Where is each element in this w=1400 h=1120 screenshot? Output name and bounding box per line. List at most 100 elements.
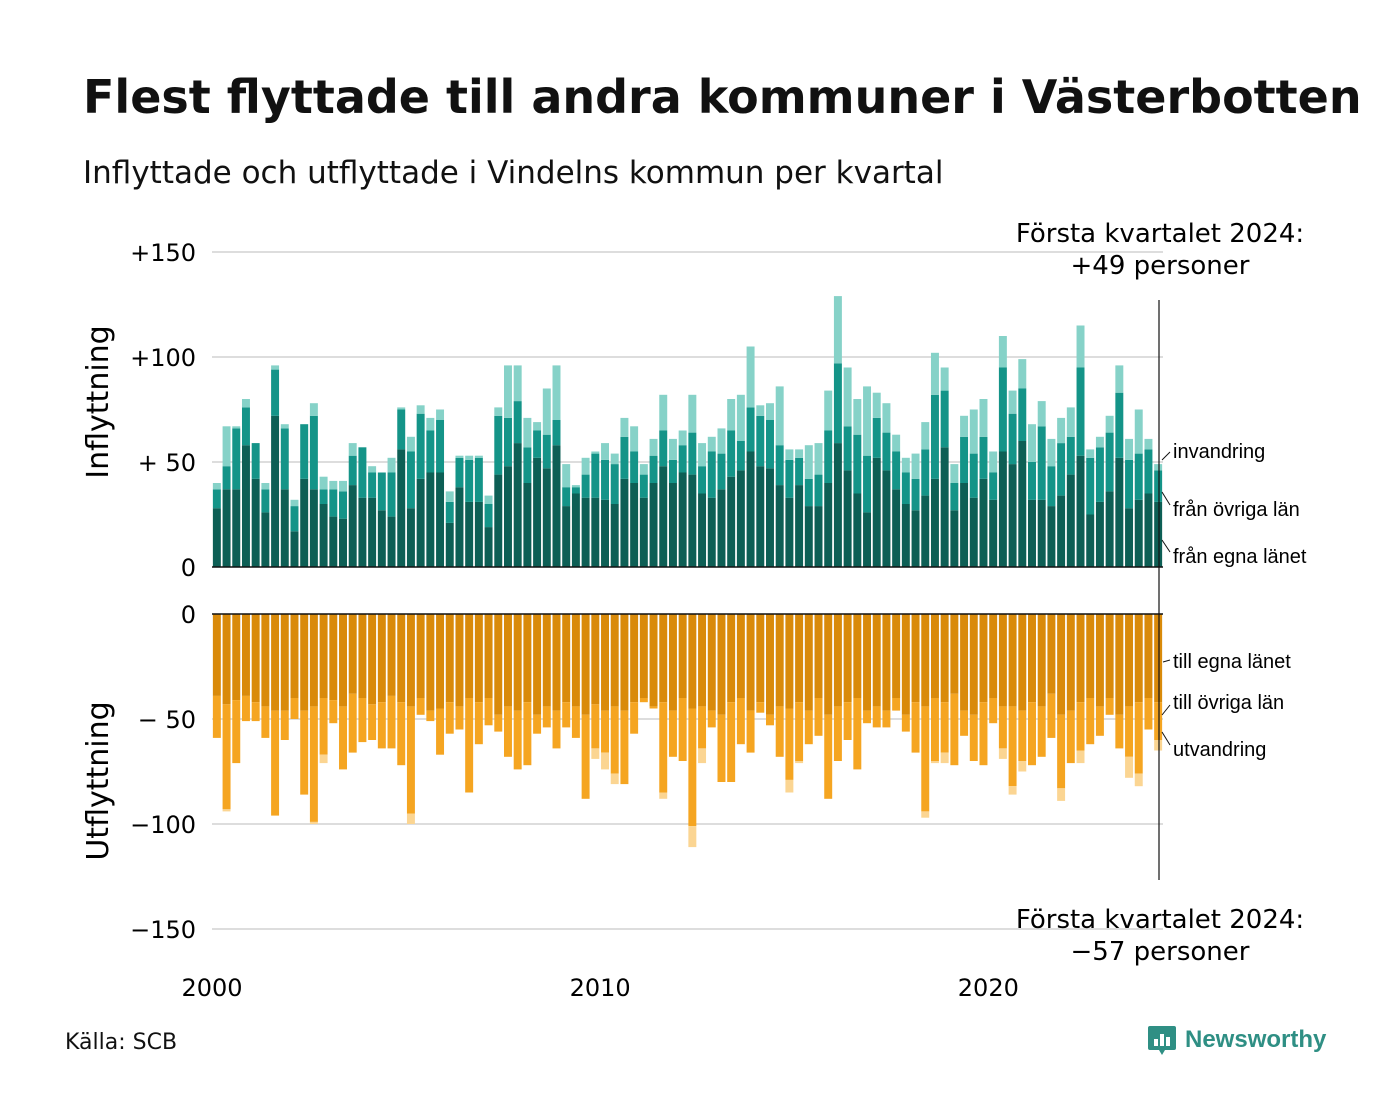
- bar-out-segment: [387, 695, 396, 749]
- bar-in-segment: [717, 489, 726, 567]
- bar-out-segment: [630, 614, 639, 703]
- bar-in-segment: [620, 478, 629, 567]
- bar-out-segment: [290, 698, 299, 719]
- bar-in-segment: [930, 394, 939, 479]
- bar-out-segment: [998, 614, 1007, 707]
- bar-in-segment: [484, 495, 493, 504]
- bar-out-segment: [833, 706, 842, 761]
- bottom-note-line1: Första kvartalet 2024:: [1016, 905, 1304, 935]
- bar-in-segment: [542, 388, 551, 435]
- bar-in-segment: [465, 459, 474, 502]
- bar-in-segment: [833, 443, 842, 567]
- bar-in-segment: [727, 430, 736, 477]
- bar-in-segment: [290, 506, 299, 532]
- bar-out-segment: [688, 708, 697, 827]
- bar-in-segment: [950, 510, 959, 567]
- bar-in-segment: [1095, 447, 1104, 502]
- bar-in-segment: [552, 420, 561, 446]
- bar-in-segment: [513, 443, 522, 567]
- bar-out-segment: [1066, 710, 1075, 764]
- bar-out-segment: [309, 614, 318, 707]
- bar-in-segment: [921, 422, 930, 450]
- bar-in-segment: [523, 447, 532, 483]
- bar-in-segment: [348, 485, 357, 567]
- bar-out-segment: [300, 614, 309, 711]
- bar-in-segment: [300, 424, 309, 479]
- bar-in-segment: [1095, 436, 1104, 448]
- bar-in-segment: [882, 432, 891, 471]
- bar-out-segment: [892, 698, 901, 711]
- bar-out-segment: [1057, 714, 1066, 789]
- bar-in-segment: [329, 516, 338, 567]
- bar-in-segment: [1086, 514, 1095, 567]
- bar-in-segment: [406, 451, 415, 509]
- bar-out-segment: [377, 614, 386, 703]
- bar-in-segment: [601, 443, 609, 460]
- bar-in-segment: [727, 399, 736, 431]
- bar-in-segment: [872, 417, 881, 458]
- bar-in-segment: [969, 453, 978, 498]
- bar-in-segment: [892, 489, 901, 567]
- bar-out-segment: [639, 698, 648, 703]
- bar-in-segment: [280, 428, 289, 490]
- bar-out-segment: [930, 698, 939, 761]
- bar-out-segment: [348, 693, 357, 753]
- bar-in-segment: [416, 413, 425, 479]
- bar-out-segment: [445, 614, 454, 703]
- bar-out-segment: [707, 614, 716, 711]
- y-tick-label-in: + 50: [138, 449, 196, 477]
- bar-out-segment: [843, 614, 852, 703]
- bar-in-segment: [998, 367, 1007, 452]
- bar-in-segment: [1144, 493, 1153, 567]
- bar-in-segment: [406, 436, 415, 452]
- bar-in-segment: [688, 394, 697, 433]
- bar-out-segment: [455, 706, 464, 730]
- bar-out-segment: [271, 710, 280, 816]
- bar-out-segment: [1057, 788, 1066, 801]
- bar-out-segment: [746, 710, 755, 753]
- bar-out-segment: [562, 614, 571, 703]
- bar-in-segment: [960, 415, 969, 437]
- bar-in-segment: [960, 483, 969, 567]
- bar-out-segment: [1018, 761, 1027, 772]
- bar-out-segment: [1008, 786, 1017, 795]
- bar-in-segment: [911, 478, 920, 511]
- bar-in-segment: [804, 506, 813, 567]
- bar-out-segment: [1095, 614, 1104, 707]
- bar-out-segment: [319, 698, 328, 755]
- bar-out-segment: [649, 614, 658, 707]
- bar-out-segment: [950, 693, 959, 766]
- bar-out-segment: [552, 710, 561, 749]
- bar-in-segment: [358, 447, 367, 498]
- bar-in-segment: [241, 445, 250, 567]
- bar-in-segment: [591, 451, 600, 454]
- bar-out-segment: [766, 614, 774, 715]
- bar-out-segment: [921, 811, 930, 818]
- bar-out-segment: [309, 706, 318, 822]
- bar-in-segment: [1086, 449, 1095, 458]
- bar-in-segment: [1125, 508, 1134, 567]
- bar-in-segment: [678, 472, 687, 567]
- bar-in-segment: [678, 445, 687, 473]
- bar-out-segment: [601, 752, 609, 770]
- bar-in-segment: [698, 443, 707, 467]
- bar-in-segment: [1105, 432, 1114, 492]
- bar-in-segment: [785, 459, 794, 498]
- outflow-segment-labels: till egna länet till övriga län utvandri…: [1161, 651, 1291, 761]
- bar-out-segment: [678, 698, 687, 761]
- bar-out-segment: [688, 614, 697, 709]
- top-note-line2: +49 personer: [1071, 251, 1250, 281]
- bar-in-segment: [756, 466, 765, 567]
- bar-in-segment: [853, 493, 862, 567]
- bar-out-segment: [756, 614, 765, 703]
- bar-in-segment: [387, 472, 396, 517]
- top-note-line1: Första kvartalet 2024:: [1016, 219, 1304, 249]
- bar-out-segment: [397, 702, 406, 766]
- bar-out-segment: [436, 708, 445, 755]
- gridlines: [212, 251, 1163, 930]
- bar-in-segment: [581, 474, 590, 498]
- bar-out-segment: [989, 698, 998, 724]
- bar-out-segment: [426, 614, 435, 711]
- bar-in-segment: [542, 434, 551, 469]
- bar-in-segment: [1115, 457, 1124, 567]
